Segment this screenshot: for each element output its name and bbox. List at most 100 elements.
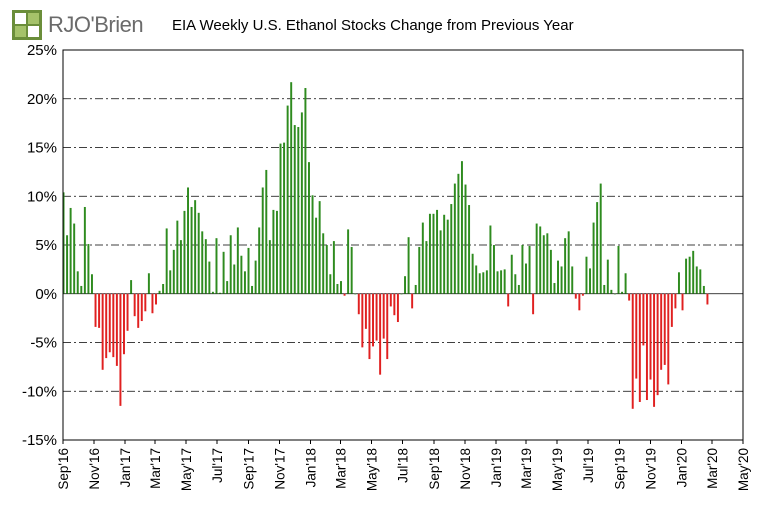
x-tick-label: Sep'17 <box>242 448 257 490</box>
bar <box>396 293 399 323</box>
bar <box>268 240 271 294</box>
bar <box>66 235 69 294</box>
bar <box>87 244 90 294</box>
bar <box>478 273 481 294</box>
bar <box>197 212 200 294</box>
x-tick-label: Jan'18 <box>304 448 319 487</box>
bar <box>613 293 616 295</box>
bar <box>322 233 325 294</box>
x-tick-label: Jul'19 <box>581 448 596 483</box>
bar <box>297 127 300 294</box>
bar <box>243 271 246 294</box>
bar <box>300 112 303 294</box>
bar <box>80 285 83 294</box>
bar <box>670 293 673 327</box>
x-tick-label: Sep'19 <box>613 448 628 490</box>
bar <box>251 285 254 294</box>
company-logo: RJO'Brien <box>12 8 162 44</box>
bar <box>219 292 222 294</box>
bar <box>439 230 442 294</box>
bar <box>418 246 421 294</box>
bar <box>667 293 670 385</box>
bar <box>258 227 261 294</box>
bar <box>603 284 606 294</box>
bar <box>126 293 129 331</box>
bar <box>443 214 446 294</box>
bar <box>151 293 154 314</box>
bar <box>546 233 549 294</box>
bar <box>517 284 520 294</box>
bar <box>208 261 211 294</box>
bar <box>176 220 179 294</box>
bar <box>147 273 150 294</box>
bar <box>286 105 289 294</box>
bar <box>76 271 79 294</box>
bar <box>183 210 186 294</box>
bar <box>436 209 439 294</box>
bar <box>624 273 627 294</box>
bar <box>589 268 592 294</box>
bar <box>660 293 663 370</box>
bar <box>535 223 538 294</box>
bar <box>532 293 535 315</box>
bar <box>453 183 456 294</box>
bar <box>514 274 517 294</box>
x-tick-label: Mar'17 <box>148 448 163 489</box>
gridlines <box>63 98 743 392</box>
bar <box>592 222 595 294</box>
bar <box>226 281 229 294</box>
bar <box>500 270 503 294</box>
bar <box>336 284 339 294</box>
bar <box>692 250 695 294</box>
bar <box>450 204 453 294</box>
y-tick-label: 25% <box>27 42 57 59</box>
bar <box>90 274 93 294</box>
bar <box>638 293 641 402</box>
bar <box>364 293 367 329</box>
x-tick-label: Mar'19 <box>519 448 534 489</box>
bar <box>539 226 542 294</box>
bar <box>325 245 328 294</box>
bar <box>162 284 165 294</box>
bar <box>115 293 118 366</box>
bar <box>140 293 143 322</box>
bar <box>688 256 691 294</box>
bar <box>329 274 332 294</box>
y-tick-label: 10% <box>27 188 57 205</box>
y-tick-label: -5% <box>30 335 57 352</box>
bar <box>105 293 108 359</box>
bar <box>73 223 76 294</box>
bar <box>194 200 197 294</box>
bar <box>393 293 396 316</box>
logo-text: RJO'Brien <box>48 12 144 37</box>
bar <box>308 162 310 294</box>
bar <box>318 201 321 294</box>
bar <box>69 207 72 294</box>
bar <box>510 254 513 294</box>
bar <box>674 293 677 309</box>
x-tick-label: Jan'19 <box>489 448 504 487</box>
bar <box>564 238 567 294</box>
bar <box>578 293 581 311</box>
bar <box>347 229 350 294</box>
bar <box>379 293 382 375</box>
bar <box>179 240 182 294</box>
x-tick-label: Nov'19 <box>644 448 659 490</box>
bar <box>425 241 428 294</box>
bar <box>272 209 275 294</box>
bar <box>386 293 389 360</box>
bar <box>681 293 684 311</box>
bar <box>275 210 278 294</box>
y-tick-label: 15% <box>27 140 57 157</box>
x-tick-label: Mar'20 <box>705 448 720 489</box>
bar <box>283 142 286 294</box>
chart-title: EIA Weekly U.S. Ethanol Stocks Change fr… <box>172 17 574 34</box>
bar <box>631 293 634 409</box>
bar <box>133 293 136 317</box>
bar <box>101 293 104 370</box>
bar <box>340 281 342 294</box>
bar <box>332 241 335 294</box>
bar <box>354 293 357 295</box>
x-tick-label: Jul'17 <box>210 448 225 483</box>
